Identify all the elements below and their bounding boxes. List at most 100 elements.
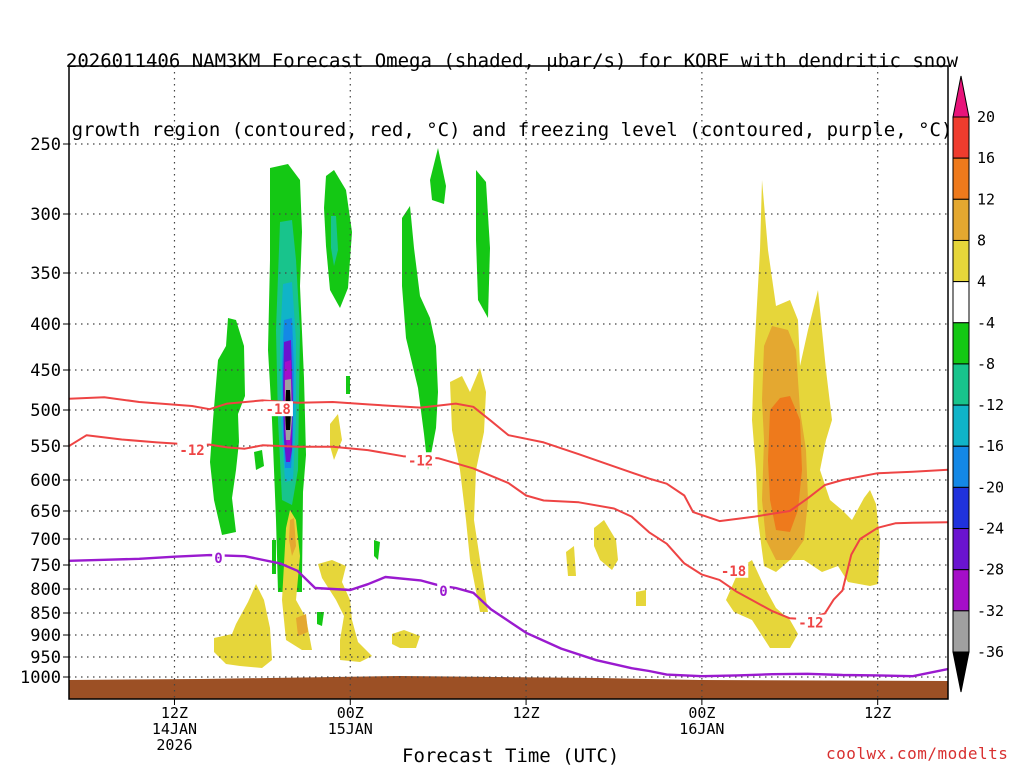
omega-region <box>210 318 245 535</box>
omega-region <box>594 520 618 570</box>
x-tick-label: 12Z <box>864 704 891 722</box>
contour-label: -18 <box>266 402 291 418</box>
y-tick-label: 900 <box>30 626 61 646</box>
x-tick-label: 12Z <box>161 704 188 722</box>
x-axis-label: Forecast Time (UTC) <box>402 745 620 767</box>
y-tick-label: 350 <box>30 264 61 284</box>
grid-lines <box>69 66 948 699</box>
contour-label-bg <box>718 562 749 578</box>
y-tick-label: 800 <box>30 580 61 600</box>
contour-line <box>69 396 948 523</box>
credit-link[interactable]: coolwx.com/modelts <box>826 744 1009 763</box>
contour-label: 0 <box>439 584 447 600</box>
x-tick-label: 12Z <box>513 704 540 722</box>
omega-region <box>318 560 372 662</box>
colorbar-bin <box>952 157 970 200</box>
y-tick-label: 600 <box>30 471 61 491</box>
omega-region <box>214 584 272 668</box>
omega-region <box>324 170 352 308</box>
contour-label-bg <box>263 401 293 417</box>
contour-label-bg <box>212 550 225 566</box>
colorbar-bin <box>952 569 970 612</box>
colorbar: 20 16 12 8 4 -4 -8 -12 -16 -20 -24 -28 -32 -36 <box>952 75 1004 693</box>
colorbar-bin <box>952 75 970 118</box>
contour-labels: -18 -12 -12 -18 -12 0 0 <box>177 401 826 632</box>
colorbar-label: 4 <box>977 273 986 291</box>
y-tick-label: 950 <box>30 648 61 668</box>
colorbar-label: 12 <box>977 190 995 208</box>
colorbar-label: -8 <box>977 355 995 373</box>
omega-region <box>392 630 420 648</box>
contour-label: -12 <box>179 443 204 459</box>
colorbar-label: -28 <box>977 561 1004 579</box>
colorbar-bin <box>952 651 970 693</box>
colorbar-bin <box>952 239 970 283</box>
x-tick-label: 14JAN <box>152 720 197 738</box>
omega-region <box>476 170 490 318</box>
omega-region <box>289 518 296 556</box>
contour-line <box>69 553 948 678</box>
y-tick-label: 300 <box>30 205 61 225</box>
contour-label: -18 <box>721 564 746 580</box>
colorbar-bin <box>952 116 970 159</box>
contour-label: 0 <box>214 551 222 567</box>
y-tick-label: 450 <box>30 361 61 381</box>
y-tick-label: 650 <box>30 502 61 522</box>
colorbar-bin <box>952 445 970 488</box>
colorbar-bin <box>952 322 970 365</box>
colorbar-label: -12 <box>977 396 1004 414</box>
omega-region <box>450 368 488 612</box>
colorbar-bin <box>952 528 970 571</box>
colorbar-label: 20 <box>977 108 995 126</box>
plot-frame <box>68 65 949 700</box>
omega-region <box>272 540 276 574</box>
contour-label-bg <box>177 442 207 458</box>
colorbar-bin <box>952 610 970 653</box>
colorbar-label: -4 <box>977 314 995 332</box>
colorbar-bin <box>952 404 970 447</box>
omega-region <box>330 414 342 460</box>
colorbar-label: -24 <box>977 520 1004 538</box>
y-tick-label: 500 <box>30 401 61 421</box>
colorbar-label: -32 <box>977 602 1004 620</box>
contour-line <box>69 434 948 621</box>
colorbar-label: 8 <box>977 231 986 249</box>
omega-region <box>331 216 338 266</box>
colorbar-label: -20 <box>977 478 1004 496</box>
omega-region <box>254 450 264 470</box>
omega-region <box>346 376 350 394</box>
y-tick-label: 850 <box>30 604 61 624</box>
omega-region <box>296 614 308 636</box>
contour-label: -12 <box>798 616 823 632</box>
colorbar-label: -16 <box>977 437 1004 455</box>
omega-region <box>402 206 438 470</box>
omega-region <box>374 540 380 560</box>
colorbar-label: -36 <box>977 643 1004 661</box>
omega-region <box>636 590 646 606</box>
y-axis-ticks: 2503003504004505005506006507007508008509… <box>20 135 69 688</box>
y-tick-label: 700 <box>30 530 61 550</box>
omega-region <box>430 148 446 204</box>
colorbar-bin <box>952 486 970 530</box>
omega-region <box>726 560 798 648</box>
omega-region <box>566 546 576 576</box>
y-tick-label: 550 <box>30 437 61 457</box>
y-tick-label: 750 <box>30 556 61 576</box>
x-tick-label: 00Z <box>337 704 364 722</box>
omega-region <box>317 612 324 626</box>
x-tick-label: 2026 <box>156 736 192 754</box>
contour-label-bg <box>405 452 436 468</box>
omega-shading <box>69 148 948 699</box>
y-tick-label: 250 <box>30 135 61 155</box>
omega-region <box>282 510 312 650</box>
contour-label-bg <box>437 582 450 598</box>
chart-title-line-2: growth region (contoured, red, °C) and f… <box>71 119 953 141</box>
y-tick-label: 400 <box>30 315 61 335</box>
contour-lines <box>69 396 948 678</box>
terrain-fill <box>69 676 948 699</box>
y-tick-label: 1000 <box>20 668 61 688</box>
contour-label-bg <box>796 614 826 630</box>
x-tick-label: 15JAN <box>328 720 373 738</box>
